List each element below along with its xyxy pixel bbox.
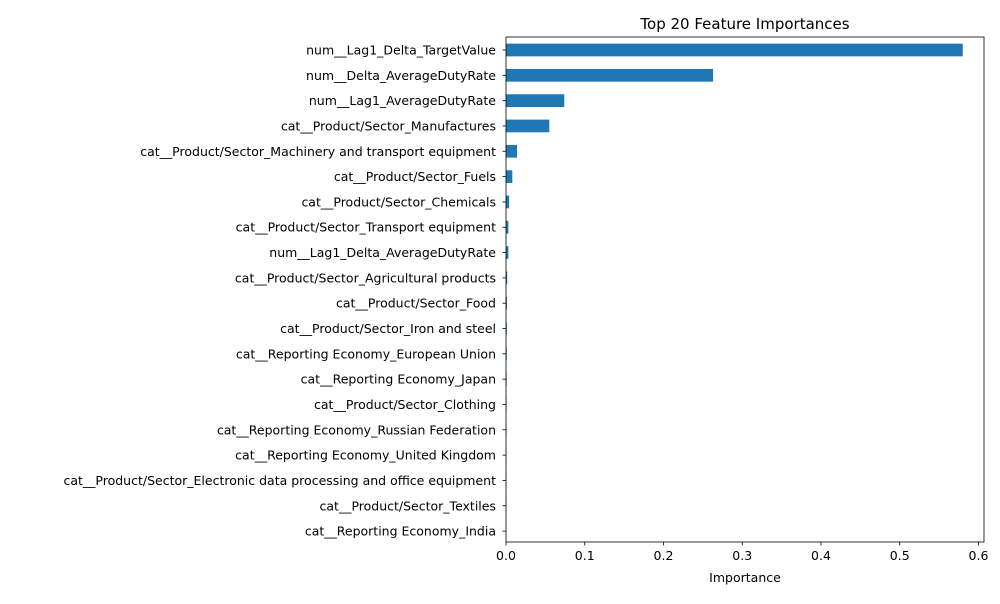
x-tick-label: 0.5 <box>890 548 910 563</box>
plot-frame <box>506 37 984 542</box>
y-tick-label: cat__Product/Sector_Textiles <box>320 498 496 513</box>
y-tick-label: cat__Reporting Economy_India <box>305 524 496 539</box>
x-axis-ticks: 0.0 0.1 0.2 0.3 0.4 0.5 0.6 <box>496 542 988 563</box>
y-tick-label: cat__Reporting Economy_European Union <box>236 346 496 361</box>
x-axis-label: Importance <box>709 570 781 585</box>
bars-group <box>506 44 963 538</box>
y-tick-label: cat__Product/Sector_Fuels <box>334 169 496 184</box>
x-tick-label: 0.2 <box>654 548 674 563</box>
y-tick-label: cat__Product/Sector_Manufactures <box>281 118 496 133</box>
x-tick-label: 0.3 <box>732 548 752 563</box>
x-tick-label: 0.1 <box>575 548 595 563</box>
bar <box>506 145 517 158</box>
y-tick-label: cat__Product/Sector_Clothing <box>314 397 496 412</box>
y-tick-label: cat__Product/Sector_Food <box>336 296 496 311</box>
y-tick-label: num__Lag1_AverageDutyRate <box>309 93 496 108</box>
bar <box>506 170 512 183</box>
y-tick-label: cat__Product/Sector_Electronic data proc… <box>63 473 496 488</box>
bar <box>506 196 509 209</box>
y-tick-label: num__Lag1_Delta_TargetValue <box>306 43 496 58</box>
bar <box>506 120 549 133</box>
y-tick-label: num__Delta_AverageDutyRate <box>306 68 496 83</box>
y-tick-label: cat__Product/Sector_Agricultural product… <box>235 270 496 285</box>
y-tick-label: cat__Reporting Economy_Russian Federatio… <box>217 422 496 437</box>
x-tick-label: 0.4 <box>811 548 831 563</box>
y-axis-ticks: num__Lag1_Delta_TargetValue num__Delta_Av… <box>63 43 506 539</box>
y-tick-label: cat__Product/Sector_Iron and steel <box>280 321 496 336</box>
x-tick-label: 0.6 <box>969 548 989 563</box>
bar <box>506 69 713 82</box>
y-tick-label: cat__Product/Sector_Chemicals <box>301 194 496 209</box>
y-tick-label: num__Lag1_Delta_AverageDutyRate <box>269 245 496 260</box>
y-tick-label: cat__Reporting Economy_United Kingdom <box>235 448 496 463</box>
y-tick-label: cat__Product/Sector_Transport equipment <box>236 220 496 235</box>
chart-title: Top 20 Feature Importances <box>639 15 849 33</box>
bar <box>506 94 564 107</box>
y-tick-label: cat__Product/Sector_Machinery and transp… <box>140 144 496 159</box>
x-tick-label: 0.0 <box>496 548 516 563</box>
y-tick-label: cat__Reporting Economy_Japan <box>301 372 496 387</box>
bar <box>506 44 963 57</box>
